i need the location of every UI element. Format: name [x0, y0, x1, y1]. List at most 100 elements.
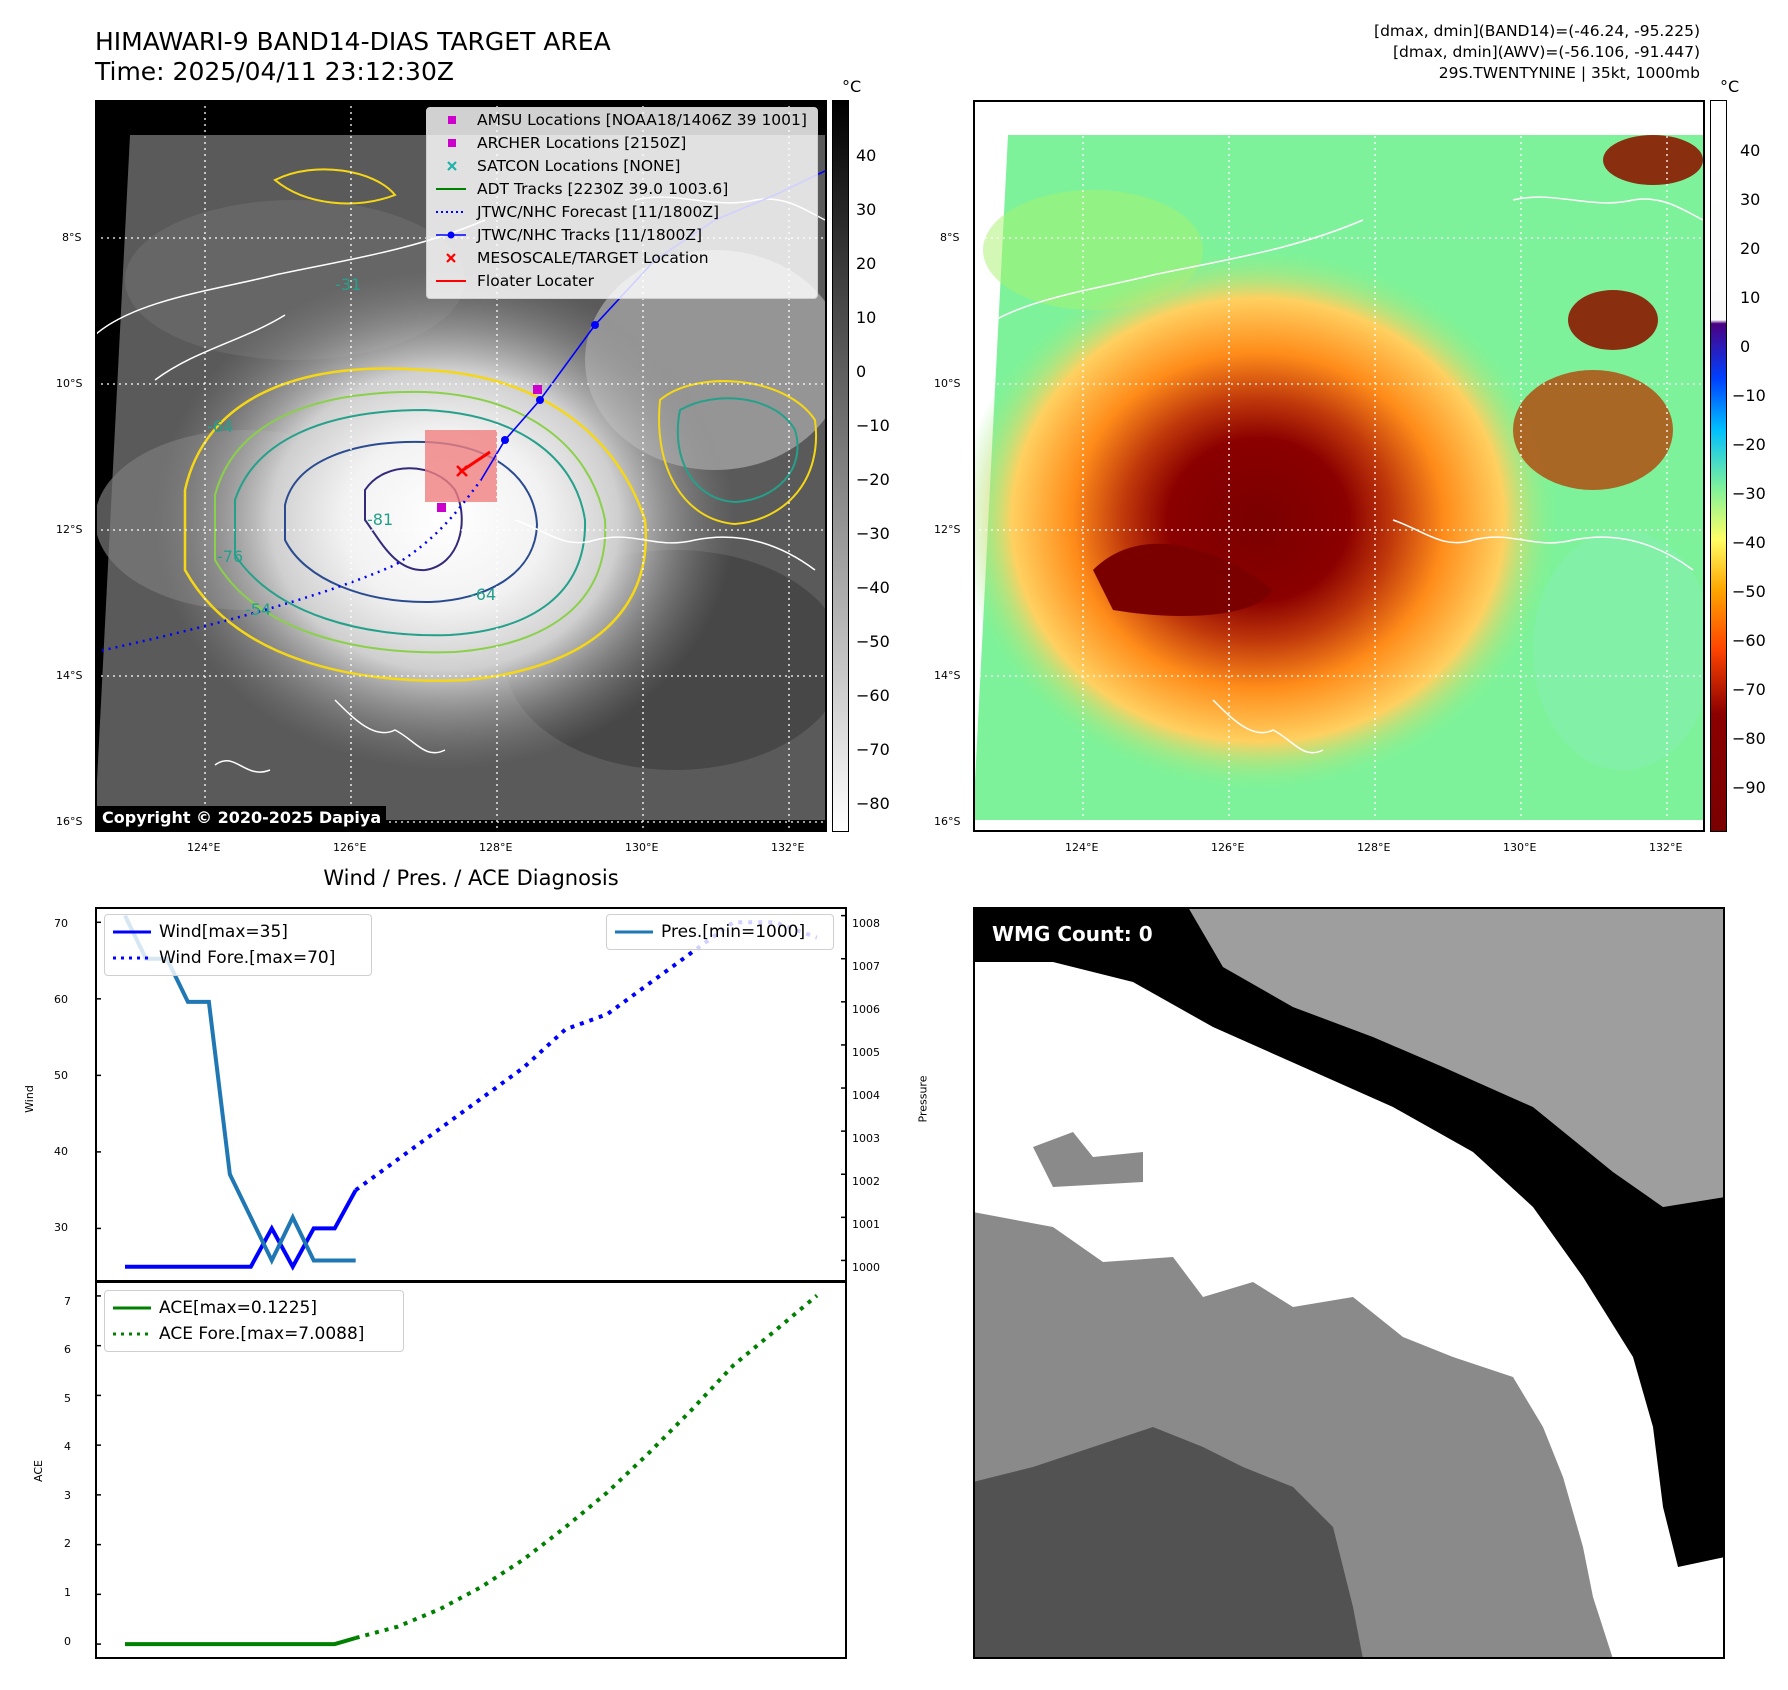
- floater-box: [425, 430, 497, 502]
- awv-lon-tick: 124°E: [1065, 841, 1099, 854]
- awv-gridlines: [973, 100, 1705, 832]
- awv-cb-tick: −30: [1732, 484, 1766, 503]
- ir-map-frame: [95, 100, 827, 832]
- ace-legend: ACE[max=0.1225] ACE Fore.[max=7.0088]: [104, 1290, 404, 1352]
- ir-cb-tick: −60: [856, 686, 890, 705]
- awv-cb-tick: 10: [1740, 288, 1761, 307]
- ace-ytick: 0: [64, 1635, 71, 1648]
- pres-ytick: 1008: [852, 917, 880, 930]
- ir-lat-tick: 8°S: [62, 231, 82, 244]
- awv-range: [dmax, dmin](AWV)=(-56.106, -91.447): [1393, 43, 1700, 61]
- wmg-image: [973, 907, 1725, 1659]
- ace-ytick: 7: [64, 1295, 71, 1308]
- contour-label-81: -81: [367, 510, 393, 529]
- awv-lat-tick: 12°S: [934, 523, 961, 536]
- ace-ytick: 5: [64, 1392, 71, 1405]
- wind-ylabel: Wind: [22, 1085, 36, 1113]
- ir-contour-labels: -64 -76 -64 -54 -81 -31: [207, 275, 496, 619]
- pres-legend-label: Pres.[min=1000]: [661, 922, 806, 942]
- wind-ytick: 60: [54, 993, 68, 1006]
- ace-legend-forecast: ACE Fore.[max=7.0088]: [159, 1324, 365, 1344]
- wmg-frame: [973, 907, 1725, 1659]
- contour-label-76: -76: [217, 547, 243, 566]
- awv-cb-tick: 20: [1740, 239, 1761, 258]
- series-line-ace-max-0-1225-: [125, 1636, 357, 1647]
- ace-ytick: 3: [64, 1489, 71, 1502]
- ir-lon-tick: 124°E: [187, 841, 221, 854]
- ir-cb-tick: −40: [856, 578, 890, 597]
- awv-cb-tick: −90: [1732, 778, 1766, 797]
- wind-legend-actual: Wind[max=35]: [159, 922, 288, 942]
- wind-legend-forecast: Wind Fore.[max=70]: [159, 948, 336, 968]
- awv-cb-tick: −50: [1732, 582, 1766, 601]
- ir-cb-tick: 40: [856, 146, 877, 165]
- awv-cb-tick: −10: [1732, 386, 1766, 405]
- ace-legend-actual: ACE[max=0.1225]: [159, 1298, 317, 1318]
- awv-lon-tick: 132°E: [1649, 841, 1683, 854]
- pres-ytick: 1000: [852, 1261, 880, 1274]
- ir-lon-tick: 132°E: [771, 841, 805, 854]
- ir-cb-tick: −10: [856, 416, 890, 435]
- awv-lon-tick: 130°E: [1503, 841, 1537, 854]
- ir-lat-tick: 16°S: [56, 815, 83, 828]
- awv-cb-tick: 40: [1740, 141, 1761, 160]
- awv-cb-tick: −40: [1732, 533, 1766, 552]
- ace-ytick: 6: [64, 1343, 71, 1356]
- contour-label-64: -64: [207, 417, 233, 436]
- band14-range: [dmax, dmin](BAND14)=(-46.24, -95.225): [1374, 22, 1700, 40]
- pres-ytick: 1001: [852, 1218, 880, 1231]
- wind-ytick: 50: [54, 1069, 68, 1082]
- ir-colorbar: [832, 100, 849, 832]
- pres-ylabel: Pressure: [916, 1075, 930, 1123]
- awv-lat-tick: 10°S: [934, 377, 961, 390]
- contour-label-31: -31: [335, 275, 361, 294]
- ir-cb-tick: 20: [856, 254, 877, 273]
- ace-ytick: 4: [64, 1440, 71, 1453]
- wind-ytick: 30: [54, 1221, 68, 1234]
- ir-lat-tick: 12°S: [56, 523, 83, 536]
- diag-title: Wind / Pres. / ACE Diagnosis: [323, 866, 619, 890]
- legend-jtwc-forecast: JTWC/NHC Forecast [11/1800Z]: [477, 203, 720, 221]
- ir-lon-tick: 128°E: [479, 841, 513, 854]
- series-line-ace-fore-max-7-0088-: [355, 1293, 819, 1640]
- copyright-label: Copyright © 2020-2025 Dapiya: [97, 806, 387, 829]
- ir-cb-tick: 10: [856, 308, 877, 327]
- pres-ytick: 1002: [852, 1175, 880, 1188]
- ir-cb-tick: −80: [856, 794, 890, 813]
- ir-cb-tick: −50: [856, 632, 890, 651]
- awv-lat-tick: 16°S: [934, 815, 961, 828]
- legend-amsu: AMSU Locations [NOAA18/1406Z 39 1001]: [477, 111, 807, 129]
- awv-cb-tick: −70: [1732, 680, 1766, 699]
- pres-ytick: 1007: [852, 960, 880, 973]
- awv-cb-tick: −20: [1732, 435, 1766, 454]
- legend-archer: ARCHER Locations [2150Z]: [477, 134, 687, 152]
- legend-satcon: SATCON Locations [NONE]: [477, 157, 681, 175]
- awv-lon-tick: 128°E: [1357, 841, 1391, 854]
- ir-lon-tick: 130°E: [625, 841, 659, 854]
- wind-ytick: 40: [54, 1145, 68, 1158]
- awv-cb-tick: −60: [1732, 631, 1766, 650]
- ir-cb-tick: 0: [856, 362, 867, 381]
- legend-floater: Floater Locater: [477, 272, 594, 290]
- legend-target: MESOSCALE/TARGET Location: [477, 249, 709, 267]
- awv-lat-tick: 14°S: [934, 669, 961, 682]
- ir-legend: AMSU Locations [NOAA18/1406Z 39 1001] AR…: [426, 107, 818, 299]
- contour-label-64b: -64: [470, 585, 496, 604]
- pres-legend: Pres.[min=1000]: [606, 914, 834, 950]
- awv-lat-tick: 8°S: [940, 231, 960, 244]
- legend-jtwc-tracks: JTWC/NHC Tracks [11/1800Z]: [477, 226, 703, 244]
- awv-colorbar-unit: °C: [1720, 77, 1740, 96]
- series-line-wind-max-35-: [125, 1189, 358, 1271]
- awv-cb-tick: 0: [1740, 337, 1751, 356]
- wind-ytick: 70: [54, 917, 68, 930]
- contour-label-54: -54: [245, 600, 271, 619]
- ir-colorbar-unit: °C: [842, 77, 862, 96]
- ir-cb-tick: −70: [856, 740, 890, 759]
- awv-map-frame: [973, 100, 1705, 832]
- wmg-count-label: WMG Count: 0: [992, 922, 1153, 946]
- pres-ytick: 1005: [852, 1046, 880, 1059]
- storm-info: 29S.TWENTYNINE | 35kt, 1000mb: [1438, 64, 1700, 82]
- ir-cb-tick: 30: [856, 200, 877, 219]
- ace-ylabel: ACE: [31, 1460, 45, 1482]
